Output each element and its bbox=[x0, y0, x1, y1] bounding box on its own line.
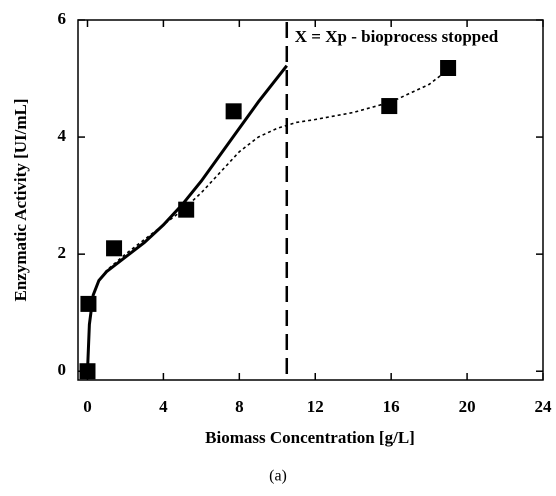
x-axis-label: Biomass Concentration [g/L] bbox=[205, 428, 415, 447]
x-tick-label: 24 bbox=[535, 397, 553, 416]
caption: (a) bbox=[269, 468, 287, 485]
x-tick-label: 0 bbox=[83, 397, 92, 416]
y-tick-label: 2 bbox=[58, 243, 67, 262]
x-tick-label: 20 bbox=[459, 397, 476, 416]
data-point bbox=[225, 103, 242, 120]
data-point bbox=[106, 240, 123, 257]
x-tick-label: 16 bbox=[383, 397, 400, 416]
x-tick-label: 4 bbox=[159, 397, 168, 416]
x-tick-label: 8 bbox=[235, 397, 244, 416]
curve bbox=[86, 69, 449, 372]
y-axis-label: Enzymatic Activity [UI/mL] bbox=[11, 98, 30, 301]
plot-frame bbox=[77, 19, 544, 381]
y-tick-label: 4 bbox=[58, 126, 67, 145]
x-tick-label: 12 bbox=[307, 397, 324, 416]
data-point bbox=[381, 98, 398, 115]
annotation: X = Xp - bioprocess stopped bbox=[295, 27, 499, 46]
y-tick-label: 6 bbox=[58, 9, 67, 28]
curve bbox=[85, 64, 288, 372]
data-point bbox=[178, 201, 195, 218]
y-tick-label: 0 bbox=[58, 360, 67, 379]
